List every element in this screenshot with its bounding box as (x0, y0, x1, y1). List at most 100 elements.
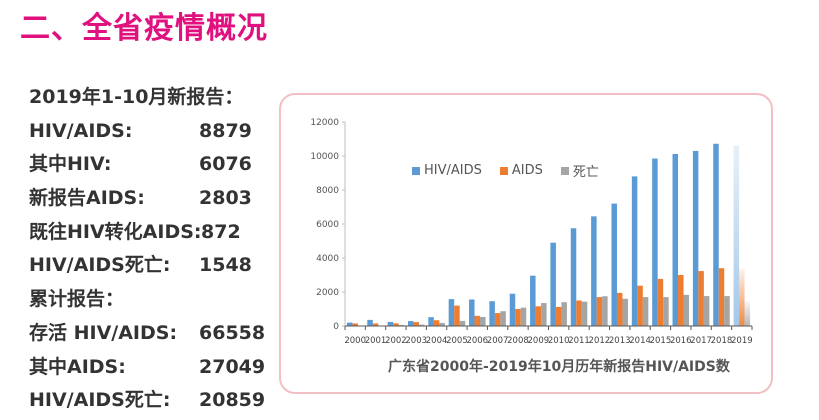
bar (500, 311, 506, 326)
bar (672, 153, 679, 326)
x-axis: 2000200120022003200420052006200720082009… (344, 325, 753, 346)
bar (535, 306, 542, 326)
x-tick-label: 2012 (589, 336, 611, 346)
stats-panel: 2019年1-10月新报告： HIV/AIDS: 8879 其中HIV: 607… (29, 83, 279, 420)
bar (576, 300, 582, 326)
bar (596, 297, 603, 326)
stats-heading-cumulative: 累计报告： (29, 285, 279, 319)
chart-card (279, 93, 773, 394)
bar (387, 321, 394, 326)
bar (739, 268, 745, 326)
x-tick-label: 2018 (711, 336, 733, 346)
legend-label: HIV/AIDS (424, 163, 482, 178)
stat-row-deaths: HIV/AIDS死亡: 1548 (29, 251, 279, 285)
bar (561, 302, 567, 326)
bar (555, 306, 562, 326)
x-tick-label: 2014 (629, 336, 651, 346)
bar (459, 320, 466, 326)
bar (692, 150, 699, 326)
bar (418, 324, 425, 326)
bar (541, 303, 547, 326)
stat-value: 20859 (199, 389, 266, 412)
x-tick-label: 2016 (670, 336, 692, 346)
x-tick-label: 2017 (690, 336, 712, 346)
bar (346, 322, 353, 326)
chart-legend: HIV/AIDS AIDS 死亡 (412, 161, 599, 180)
bar (367, 319, 373, 326)
bar (480, 316, 486, 326)
stat-label: HIV/AIDS: (29, 119, 133, 142)
bar (398, 324, 405, 326)
bar (494, 313, 501, 326)
x-tick-label: 2001 (365, 336, 387, 346)
bar (520, 307, 527, 326)
stat-row-converted-aids: 既往HIV转化AIDS: 872 (29, 218, 279, 252)
bar (570, 228, 577, 326)
page-title: 二、全省疫情概况 (20, 11, 268, 46)
stat-value: 1548 (199, 254, 252, 277)
x-tick-label: 2015 (650, 336, 672, 346)
bar (733, 145, 740, 326)
stat-label: HIV/AIDS死亡: (29, 389, 171, 412)
legend-item-hiv-aids: HIV/AIDS (412, 163, 482, 178)
y-tick-label: 10000 (310, 152, 339, 162)
stat-value: 2803 (199, 187, 252, 210)
x-tick-label: 2005 (446, 336, 468, 346)
stat-row-living: 存活 HIV/AIDS: 66558 (29, 319, 279, 353)
bar (433, 320, 440, 326)
stat-row-cumulative-aids: 其中AIDS: 27049 (29, 353, 279, 387)
bar (642, 297, 649, 326)
bar (616, 292, 623, 326)
bar (602, 296, 608, 326)
stat-label: 累计报告： (29, 288, 125, 311)
legend-item-death: 死亡 (560, 161, 599, 180)
bars (346, 143, 751, 326)
stat-label: 其中AIDS: (29, 355, 126, 378)
x-tick-label: 2010 (548, 336, 570, 346)
bar (581, 301, 588, 326)
bar (637, 285, 643, 326)
stat-row-cumulative-deaths: HIV/AIDS死亡: 20859 (29, 386, 279, 420)
y-tick-label: 0 (333, 322, 339, 332)
bar (631, 176, 638, 326)
stat-row-hiv: 其中HIV: 6076 (29, 150, 279, 184)
stat-label: 既往HIV转化AIDS: (29, 220, 202, 243)
stat-label: 存活 HIV/AIDS: (29, 321, 178, 344)
stat-value: 6076 (199, 153, 252, 176)
bar (372, 323, 379, 326)
bar (393, 323, 399, 326)
bar (698, 271, 704, 326)
bar (703, 296, 710, 326)
legend-label: AIDS (511, 163, 543, 178)
x-tick-label: 2009 (528, 336, 550, 346)
stat-value: 27049 (199, 355, 266, 378)
stat-value: 872 (201, 220, 241, 243)
bar (454, 305, 460, 326)
bar (663, 297, 669, 326)
x-tick-label: 2000 (344, 336, 366, 346)
chart-caption: 广东省2000年-2019年10月历年新报告HIV/AIDS数 (388, 359, 730, 375)
stat-label: HIV/AIDS死亡: (29, 254, 171, 277)
bar (678, 275, 684, 326)
x-tick-label: 2013 (609, 336, 631, 346)
bar (515, 309, 521, 326)
stats-heading-2019: 2019年1-10月新报告： (29, 83, 279, 117)
bar (611, 203, 617, 326)
bar (652, 158, 658, 326)
y-tick-label: 8000 (316, 186, 339, 196)
stat-row-hiv-aids: HIV/AIDS: 8879 (29, 117, 279, 151)
y-tick-label: 4000 (316, 254, 339, 264)
bar (439, 322, 445, 326)
stat-value: 8879 (199, 119, 252, 142)
bar (469, 299, 475, 326)
bar (744, 301, 751, 326)
legend-swatch-icon (412, 166, 420, 175)
stat-label: 2019年1-10月新报告： (29, 86, 244, 108)
bar (407, 321, 414, 326)
x-tick-label: 2008 (507, 336, 529, 346)
x-tick-label: 2019 (731, 336, 753, 346)
x-tick-label: 2006 (466, 336, 488, 346)
x-tick-label: 2004 (426, 336, 448, 346)
x-tick-label: 2003 (405, 336, 427, 346)
